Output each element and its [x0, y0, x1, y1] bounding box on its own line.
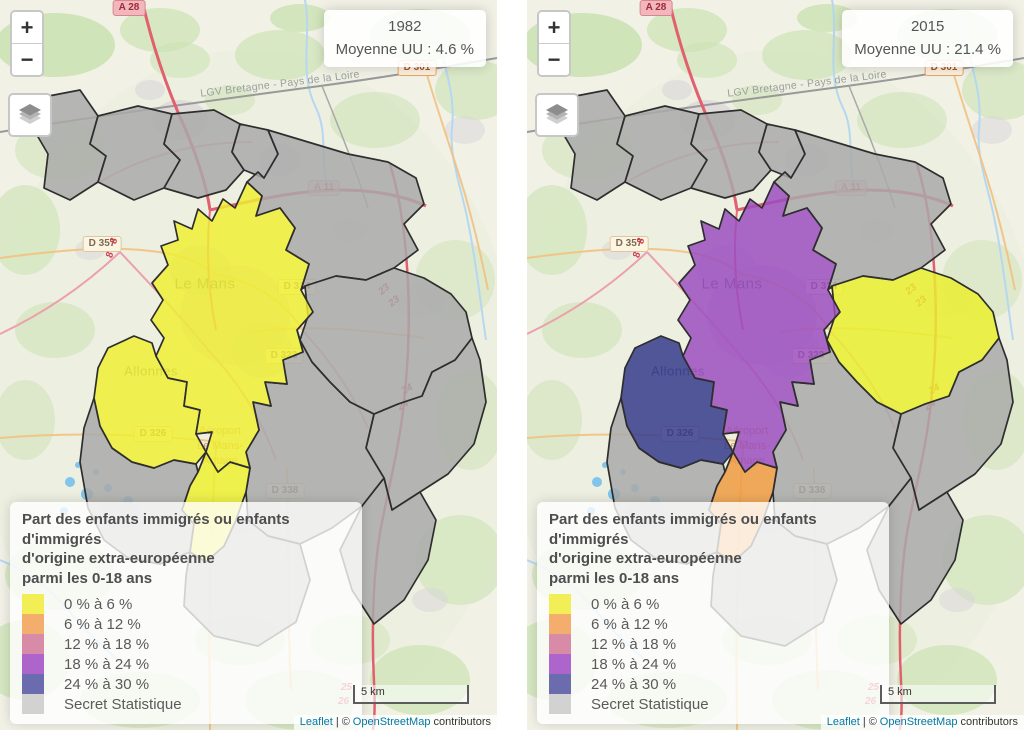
legend-row: Secret Statistique	[22, 694, 350, 714]
legend-title: Part des enfants immigrés ou enfants d'i…	[22, 510, 350, 588]
info-average: Moyenne UU : 4.6 %	[335, 41, 474, 59]
legend-row: 6 % à 12 %	[22, 614, 350, 634]
legend-row: 12 % à 18 %	[549, 634, 877, 654]
scale-bar: 5 km	[353, 685, 469, 704]
legend-swatch	[549, 654, 571, 674]
road-badge-d357: D 357	[609, 236, 649, 252]
legend-title-line2: d'origine extra-européenne	[549, 550, 742, 567]
legend-label: 24 % à 30 %	[64, 675, 150, 693]
osm-link[interactable]: OpenStreetMap	[879, 716, 958, 728]
attribution: Leaflet | © OpenStreetMap contributors	[820, 715, 1024, 730]
leaflet-link[interactable]: Leaflet	[826, 716, 860, 728]
legend-swatch	[549, 674, 571, 694]
legend-swatch	[549, 614, 571, 634]
legend-row: 6 % à 12 %	[549, 614, 877, 634]
zoom-out-button[interactable]: −	[539, 43, 569, 75]
attribution-divider: |	[862, 716, 866, 728]
attribution-suffix: contributors	[433, 716, 491, 728]
copyright-symbol: ©	[341, 716, 350, 728]
legend-label: 18 % à 24 %	[591, 655, 677, 673]
map-panel-1982[interactable]: A 28 D 301 LGV Bretagne - Pays de la Loi…	[0, 0, 497, 730]
legend-swatch	[549, 594, 571, 614]
legend-label: 6 % à 12 %	[591, 615, 668, 633]
legend-row: 24 % à 30 %	[22, 674, 350, 694]
zoom-in-button[interactable]: +	[12, 12, 42, 43]
attribution-divider: |	[335, 716, 339, 728]
legend-label: Secret Statistique	[64, 695, 182, 713]
info-average: Moyenne UU : 21.4 %	[854, 41, 1001, 59]
legend-title: Part des enfants immigrés ou enfants d'i…	[549, 510, 877, 588]
layers-icon	[19, 104, 41, 124]
legend-label: 6 % à 12 %	[64, 615, 141, 633]
attribution: Leaflet | © OpenStreetMap contributors	[293, 715, 497, 730]
legend-swatch	[22, 614, 44, 634]
legend-row: 0 % à 6 %	[22, 594, 350, 614]
legend-swatch	[22, 674, 44, 694]
map-panel-2015[interactable]: A 28 D 301 LGV Bretagne - Pays de la Loi…	[527, 0, 1024, 730]
legend-label: 0 % à 6 %	[64, 595, 133, 613]
leaflet-link[interactable]: Leaflet	[299, 716, 333, 728]
zoom-in-button[interactable]: +	[539, 12, 569, 43]
legend-row: 18 % à 24 %	[549, 654, 877, 674]
zoom-out-button[interactable]: −	[12, 43, 42, 75]
info-box: 2015 Moyenne UU : 21.4 %	[842, 10, 1013, 67]
layers-control[interactable]	[8, 93, 52, 137]
copyright-symbol: ©	[868, 716, 877, 728]
legend-title-line3: parmi les 0-18 ans	[549, 569, 680, 587]
legend-label: Secret Statistique	[591, 695, 709, 713]
info-year: 2015	[910, 18, 945, 35]
legend-swatch	[22, 654, 44, 674]
scale-bar: 5 km	[880, 685, 996, 704]
legend-row: 12 % à 18 %	[22, 634, 350, 654]
legend-label: 24 % à 30 %	[591, 675, 677, 693]
osm-link[interactable]: OpenStreetMap	[352, 716, 431, 728]
legend-title-line1: Part des enfants immigrés ou enfants d'i…	[22, 511, 290, 548]
legend-row: 24 % à 30 %	[549, 674, 877, 694]
legend-swatch	[22, 594, 44, 614]
legend-label: 18 % à 24 %	[64, 655, 150, 673]
info-year: 1982	[388, 18, 422, 35]
road-badge-a28: A 28	[639, 0, 673, 16]
legend-row: Secret Statistique	[549, 694, 877, 714]
legend-row: 0 % à 6 %	[549, 594, 877, 614]
road-badge-d357: D 357	[82, 236, 122, 252]
legend-title-line1: Part des enfants immigrés ou enfants d'i…	[549, 511, 817, 548]
info-box: 1982 Moyenne UU : 4.6 %	[323, 10, 486, 67]
layers-icon	[546, 104, 568, 124]
road-badge-a28: A 28	[112, 0, 146, 16]
zoom-control: + −	[10, 10, 44, 77]
legend-label: 0 % à 6 %	[591, 595, 660, 613]
legend: Part des enfants immigrés ou enfants d'i…	[10, 502, 362, 724]
legend-swatch	[22, 694, 44, 714]
legend-title-line3: parmi les 0-18 ans	[22, 569, 153, 587]
zoom-control: + −	[537, 10, 571, 77]
legend-rows: 0 % à 6 % 6 % à 12 % 12 % à 18 % 18 % à …	[22, 594, 350, 714]
legend-rows: 0 % à 6 % 6 % à 12 % 12 % à 18 % 18 % à …	[549, 594, 877, 714]
legend-swatch	[549, 634, 571, 654]
layers-control[interactable]	[535, 93, 579, 137]
legend-label: 12 % à 18 %	[591, 635, 677, 653]
legend: Part des enfants immigrés ou enfants d'i…	[537, 502, 889, 724]
legend-row: 18 % à 24 %	[22, 654, 350, 674]
attribution-suffix: contributors	[960, 716, 1018, 728]
legend-label: 12 % à 18 %	[64, 635, 150, 653]
legend-swatch	[22, 634, 44, 654]
legend-title-line2: d'origine extra-européenne	[22, 550, 215, 567]
legend-swatch	[549, 694, 571, 714]
